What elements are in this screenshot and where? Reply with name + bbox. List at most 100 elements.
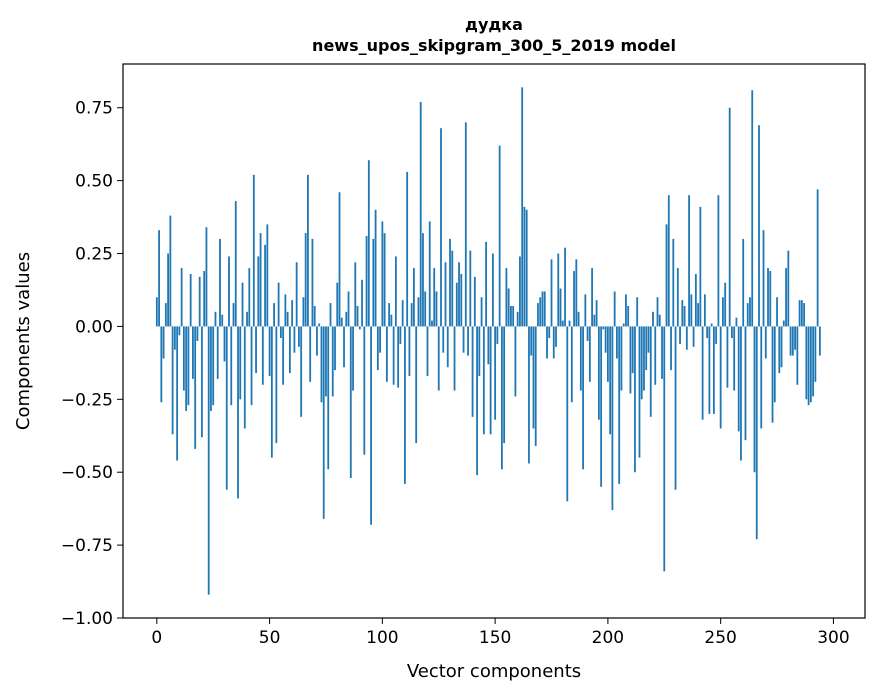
bar-139 <box>469 250 472 327</box>
bar-285 <box>798 300 801 327</box>
bar-131 <box>451 250 454 327</box>
bar-209 <box>627 306 630 327</box>
bar-199 <box>604 326 607 353</box>
bar-192 <box>588 326 591 382</box>
bar-264 <box>751 90 754 327</box>
bar-181 <box>564 247 566 327</box>
bar-54 <box>277 282 280 327</box>
bar-82 <box>340 317 343 327</box>
bar-175 <box>550 259 553 327</box>
bar-227 <box>667 195 670 327</box>
bar-112 <box>408 326 411 376</box>
bar-222 <box>656 297 659 327</box>
bar-243 <box>703 294 706 327</box>
bar-213 <box>636 297 639 327</box>
bar-149 <box>491 253 494 327</box>
bar-216 <box>643 326 645 391</box>
bar-252 <box>724 282 727 327</box>
bar-277 <box>780 326 783 368</box>
y-tick-label: 0.25 <box>75 245 113 265</box>
bar-89 <box>356 306 359 327</box>
bar-93 <box>365 236 368 327</box>
bar-8 <box>173 326 176 350</box>
bar-281 <box>789 326 792 356</box>
bar-265 <box>753 326 756 473</box>
bar-125 <box>437 326 440 391</box>
bar-39 <box>243 326 246 429</box>
bar-55 <box>279 326 282 339</box>
bar-169 <box>537 303 539 327</box>
bar-233 <box>681 300 684 327</box>
bars <box>155 87 821 595</box>
bar-33 <box>230 326 233 406</box>
bar-67 <box>307 174 309 327</box>
bar-171 <box>541 291 544 327</box>
bar-239 <box>694 273 697 327</box>
bar-154 <box>503 326 506 444</box>
bar-130 <box>449 238 451 327</box>
bar-240 <box>697 303 699 327</box>
bar-163 <box>523 206 526 327</box>
bar-14 <box>187 326 190 406</box>
bar-18 <box>196 326 199 341</box>
bar-128 <box>444 262 447 327</box>
bar-113 <box>410 303 413 327</box>
bar-276 <box>778 326 781 374</box>
bar-48 <box>264 244 266 327</box>
bar-234 <box>683 306 686 327</box>
bar-167 <box>532 326 535 429</box>
bar-65 <box>302 297 305 327</box>
bar-143 <box>478 326 481 376</box>
bar-203 <box>613 291 616 327</box>
bar-51 <box>270 326 273 458</box>
bar-191 <box>586 326 589 341</box>
bar-148 <box>489 326 492 435</box>
bar-2 <box>160 326 163 403</box>
bar-46 <box>259 233 262 327</box>
bar-288 <box>805 326 808 400</box>
bar-21 <box>203 271 206 327</box>
bar-219 <box>649 326 652 417</box>
bar-104 <box>390 314 393 327</box>
bar-34 <box>232 303 235 327</box>
bar-201 <box>609 326 612 435</box>
bar-280 <box>787 250 790 327</box>
bar-31 <box>225 326 228 490</box>
bar-72 <box>318 323 321 327</box>
bar-20 <box>201 326 203 438</box>
bar-291 <box>812 326 815 397</box>
bar-185 <box>573 271 575 327</box>
bar-173 <box>546 326 548 359</box>
bar-25 <box>212 326 215 406</box>
bar-245 <box>708 326 711 414</box>
bar-13 <box>185 326 188 411</box>
bar-50 <box>268 326 271 376</box>
bar-278 <box>782 320 785 327</box>
x-tick-label: 0 <box>151 628 162 648</box>
bar-260 <box>742 238 745 327</box>
bar-134 <box>458 262 460 327</box>
bar-6 <box>169 215 172 327</box>
bar-12 <box>182 326 185 391</box>
y-tick-label: −0.25 <box>61 390 113 410</box>
bar-5 <box>167 253 169 327</box>
bar-132 <box>453 326 456 391</box>
bar-157 <box>510 306 512 327</box>
bar-255 <box>731 326 733 339</box>
bar-84 <box>345 311 348 327</box>
bar-253 <box>726 326 729 388</box>
bar-91 <box>361 279 363 327</box>
bar-59 <box>288 326 291 374</box>
bar-22 <box>205 227 208 327</box>
bar-107 <box>397 326 400 388</box>
bar-120 <box>426 326 429 376</box>
bar-73 <box>320 326 323 403</box>
bar-193 <box>591 268 593 327</box>
bar-36 <box>237 326 239 499</box>
bar-262 <box>746 303 749 327</box>
bar-99 <box>379 326 381 353</box>
bar-232 <box>679 326 681 344</box>
bar-272 <box>769 271 772 327</box>
bar-282 <box>791 326 794 356</box>
bar-94 <box>367 160 370 327</box>
